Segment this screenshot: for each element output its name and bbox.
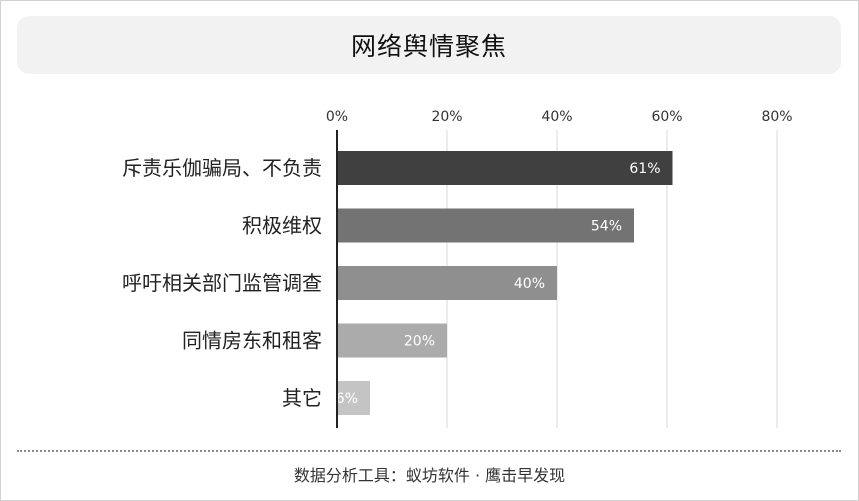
value-label: 6%: [336, 391, 358, 407]
x-tick-label: 80%: [761, 109, 792, 125]
category-label: 其它: [282, 386, 322, 410]
bar: [337, 381, 370, 415]
x-tick-label: 0%: [326, 109, 348, 125]
x-axis-ticks: 0% 20% 40% 60% 80%: [326, 109, 793, 125]
value-label: 20%: [404, 334, 435, 350]
title-bar: 网络舆情聚焦: [17, 16, 841, 74]
category-label: 呼吁相关部门监管调查: [122, 271, 322, 295]
category-label: 斥责乐伽骗局、不负责: [122, 156, 322, 180]
chart-title: 网络舆情聚焦: [350, 32, 507, 61]
category-label: 同情房东和租客: [182, 329, 322, 353]
value-label: 54%: [591, 219, 622, 235]
bar: [337, 151, 673, 185]
x-tick-label: 60%: [651, 109, 682, 125]
footer-divider: [17, 450, 841, 452]
bar: [337, 266, 557, 300]
bar: [337, 208, 634, 243]
x-tick-label: 20%: [431, 109, 462, 125]
value-labels: 61% 54% 40% 20% 6%: [336, 161, 661, 407]
bars: [337, 151, 673, 415]
x-tick-label: 40%: [541, 109, 572, 125]
category-label: 积极维权: [242, 214, 322, 238]
bar: [337, 323, 447, 358]
value-label: 61%: [629, 161, 660, 177]
value-label: 40%: [514, 276, 545, 292]
footer-source: 数据分析工具：蚁坊软件 · 鹰击早发现: [293, 466, 566, 485]
